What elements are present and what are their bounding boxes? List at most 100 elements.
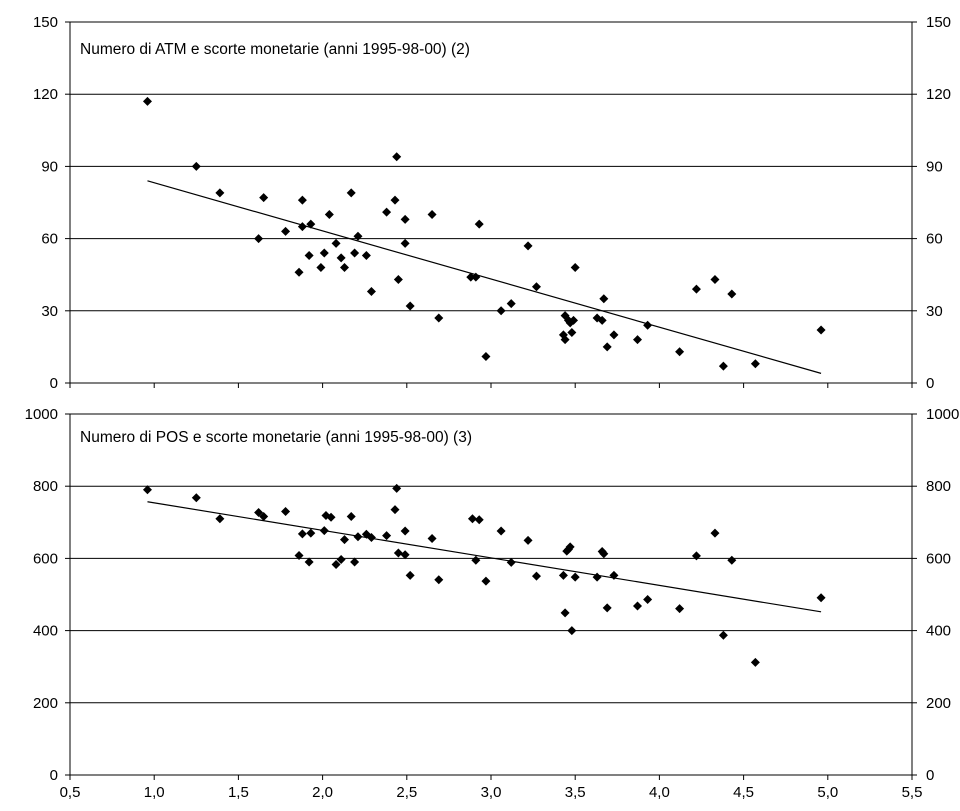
atm-chart-title: Numero di ATM e scorte monetarie (anni 1… xyxy=(80,41,470,58)
atm-data-point xyxy=(191,161,201,171)
atm-y-tick-label-left: 60 xyxy=(41,231,58,248)
pos-y-tick-label-left: 0 xyxy=(50,767,58,784)
pos-data-point xyxy=(434,575,444,585)
pos-data-point xyxy=(602,603,612,613)
pos-data-point xyxy=(390,505,400,515)
pos-x-tick-label: 0,5 xyxy=(60,784,81,801)
atm-y-tick-label-left: 30 xyxy=(41,303,58,320)
atm-data-point xyxy=(602,342,612,352)
atm-data-point xyxy=(316,262,326,272)
pos-data-point xyxy=(326,512,336,522)
pos-trend-line xyxy=(147,501,822,613)
pos-data-point xyxy=(254,508,264,518)
pos-data-point xyxy=(567,626,577,636)
atm-data-point xyxy=(570,262,580,272)
pos-data-point xyxy=(474,515,484,525)
pos-data-point xyxy=(400,526,410,536)
atm-data-point xyxy=(294,267,304,277)
atm-data-point xyxy=(393,275,403,285)
atm-data-point xyxy=(560,335,570,345)
atm-data-point xyxy=(691,284,701,294)
pos-y-tick-label-left: 600 xyxy=(33,550,58,567)
atm-y-tick-label-right: 90 xyxy=(926,158,943,175)
pos-y-tick-label-right: 400 xyxy=(926,623,951,640)
pos-data-point xyxy=(392,483,402,493)
pos-data-point xyxy=(467,514,477,524)
pos-data-point xyxy=(560,608,570,618)
atm-data-point xyxy=(427,210,437,220)
pos-data-point xyxy=(750,657,760,667)
atm-data-point xyxy=(718,361,728,371)
atm-data-point xyxy=(531,282,541,292)
pos-data-point xyxy=(523,535,533,545)
pos-x-tick-label: 4,5 xyxy=(733,784,754,801)
atm-data-point xyxy=(319,248,329,258)
atm-data-point xyxy=(339,262,349,272)
atm-y-tick-label-left: 120 xyxy=(33,86,58,103)
pos-x-tick-label: 5,5 xyxy=(902,784,923,801)
atm-data-point xyxy=(392,152,402,162)
atm-data-point xyxy=(466,272,476,282)
atm-data-point xyxy=(727,289,737,299)
atm-data-point xyxy=(390,195,400,205)
pos-data-point xyxy=(816,593,826,603)
pos-y-tick-label-right: 200 xyxy=(926,695,951,712)
pos-data-point xyxy=(331,560,341,570)
atm-data-point xyxy=(259,193,269,203)
pos-data-point xyxy=(592,572,602,582)
atm-data-point xyxy=(599,294,609,304)
pos-data-point xyxy=(427,534,437,544)
atm-data-point xyxy=(350,248,360,258)
pos-data-point xyxy=(570,572,580,582)
atm-trend-line xyxy=(147,180,822,374)
pos-x-tick-label: 1,5 xyxy=(228,784,249,801)
atm-data-point xyxy=(597,315,607,325)
atm-data-point xyxy=(353,231,363,241)
pos-data-point xyxy=(339,535,349,545)
pos-data-point xyxy=(565,542,575,552)
pos-data-point xyxy=(336,554,346,564)
pos-data-point xyxy=(633,601,643,611)
pos-y-tick-label-right: 0 xyxy=(926,767,934,784)
atm-data-point xyxy=(400,238,410,248)
pos-x-tick-label: 5,0 xyxy=(817,784,838,801)
atm-data-point xyxy=(142,96,152,106)
pos-data-point xyxy=(294,551,304,561)
atm-data-point xyxy=(331,238,341,248)
pos-data-point xyxy=(366,532,376,542)
pos-data-point xyxy=(191,493,201,503)
pos-data-point xyxy=(496,526,506,536)
pos-data-point xyxy=(400,550,410,560)
atm-data-point xyxy=(254,234,264,244)
atm-data-point xyxy=(710,275,720,285)
atm-y-tick-label-left: 150 xyxy=(33,14,58,31)
atm-data-point xyxy=(346,188,356,198)
pos-data-point xyxy=(353,532,363,542)
atm-plot-frame xyxy=(69,21,913,384)
atm-data-point xyxy=(434,313,444,323)
pos-plot-frame xyxy=(69,413,913,776)
pos-data-point xyxy=(281,506,291,516)
atm-y-tick-label-left: 90 xyxy=(41,158,58,175)
pos-data-point xyxy=(306,528,316,538)
atm-data-point xyxy=(633,335,643,345)
pos-data-point xyxy=(531,571,541,581)
pos-data-point xyxy=(297,529,307,539)
atm-data-point xyxy=(675,347,685,357)
pos-data-point xyxy=(142,485,152,495)
pos-data-point xyxy=(481,576,491,586)
atm-y-tick-label-right: 150 xyxy=(926,14,951,31)
pos-y-tick-label-right: 800 xyxy=(926,478,951,495)
atm-data-point xyxy=(281,226,291,236)
pos-data-point xyxy=(319,526,329,536)
pos-x-tick-label: 3,5 xyxy=(565,784,586,801)
pos-data-point xyxy=(346,512,356,522)
pos-x-tick-label: 3,0 xyxy=(481,784,502,801)
atm-data-point xyxy=(474,219,484,229)
atm-data-point xyxy=(481,352,491,362)
atm-data-point xyxy=(569,315,579,325)
pos-x-tick-label: 4,0 xyxy=(649,784,670,801)
atm-data-point xyxy=(215,188,225,198)
pos-x-tick-label: 2,5 xyxy=(396,784,417,801)
pos-y-tick-label-left: 800 xyxy=(33,478,58,495)
